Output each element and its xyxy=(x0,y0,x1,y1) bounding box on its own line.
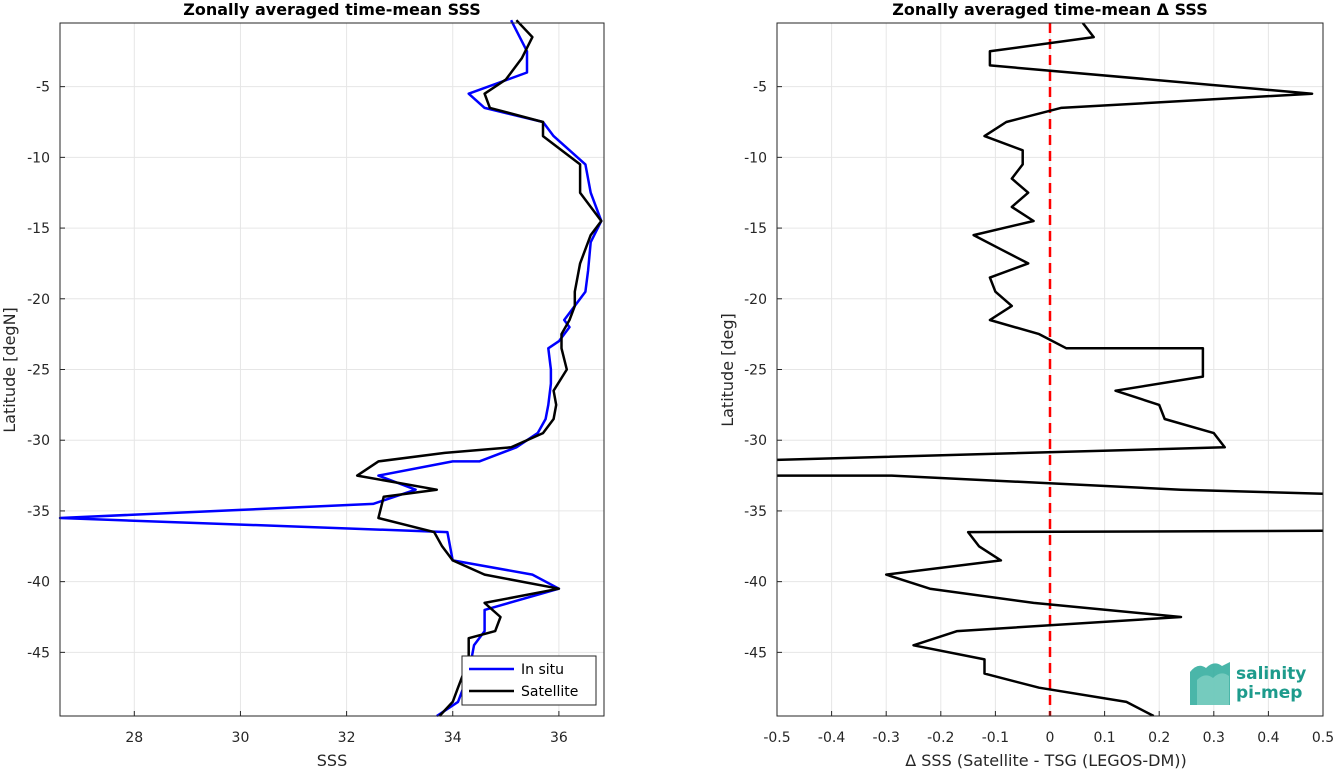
y-tick-label: -45 xyxy=(27,645,50,661)
y-tick-label: -10 xyxy=(27,150,50,166)
panel-delta-sss: Zonally averaged time-mean Δ SSS -0.5 -0.… xyxy=(718,0,1334,769)
series-line-in-situ xyxy=(58,19,603,718)
y-axis-label-delta-sss: Latitude [deg] xyxy=(718,313,737,427)
y-tick-label: -35 xyxy=(744,504,767,520)
legend-label-satellite: Satellite xyxy=(521,684,578,700)
y-tick-label: -30 xyxy=(27,433,50,449)
chart-title-delta-sss: Zonally averaged time-mean Δ SSS xyxy=(892,0,1208,19)
chart-title-sss: Zonally averaged time-mean SSS xyxy=(183,0,481,19)
y-tick-label: -5 xyxy=(753,80,767,96)
series-line-satellite xyxy=(355,19,603,717)
plot-area-sss xyxy=(58,19,603,718)
grid-sss xyxy=(60,23,604,716)
ticks-sss: 28 30 32 34 36 -45 -40 -35 -30 -25 -20 -15 -10 -5 xyxy=(27,80,568,746)
y-tick-label: -20 xyxy=(27,292,50,308)
x-tick-label: 30 xyxy=(232,730,250,746)
y-tick-label: -10 xyxy=(744,150,767,166)
y-tick-label: -30 xyxy=(744,433,767,449)
x-axis-label-sss: SSS xyxy=(317,751,347,769)
ticks-delta-sss: -0.5 -0.4 -0.3 -0.2 -0.1 0 0.1 0.2 0.3 0.4 0.5 -45 -… xyxy=(744,80,1334,746)
x-tick-label: 0.2 xyxy=(1148,730,1170,746)
y-tick-label: -25 xyxy=(744,363,767,379)
x-tick-label: 34 xyxy=(444,730,462,746)
x-tick-label: -0.3 xyxy=(873,730,900,746)
x-axis-label-delta-sss: Δ SSS (Satellite - TSG (LEGOS-DM)) xyxy=(905,751,1187,769)
x-tick-label: 28 xyxy=(125,730,143,746)
y-tick-label: -15 xyxy=(27,221,50,237)
x-tick-label: -0.1 xyxy=(982,730,1009,746)
salinity-pi-mep-logo: salinity pi-mep xyxy=(1190,662,1306,705)
y-tick-label: -35 xyxy=(27,504,50,520)
x-tick-label: 32 xyxy=(338,730,356,746)
y-axis-label-sss: Latitude [degN] xyxy=(0,307,19,433)
logo-text-line1: salinity xyxy=(1236,664,1306,684)
legend-label-in-situ: In situ xyxy=(521,662,564,678)
x-tick-label: -0.4 xyxy=(818,730,845,746)
y-tick-label: -20 xyxy=(744,292,767,308)
x-tick-label: -0.5 xyxy=(763,730,790,746)
y-tick-label: -40 xyxy=(744,575,767,591)
x-tick-label: 0.1 xyxy=(1093,730,1115,746)
x-tick-label: 0 xyxy=(1046,730,1055,746)
y-tick-label: -40 xyxy=(27,575,50,591)
logo-wave-highlight-icon xyxy=(1197,673,1229,705)
x-tick-label: 36 xyxy=(550,730,568,746)
x-tick-label: 0.4 xyxy=(1257,730,1279,746)
x-tick-label: 0.3 xyxy=(1203,730,1225,746)
y-tick-label: -5 xyxy=(36,80,50,96)
plot-area-delta-sss xyxy=(777,23,1323,716)
legend-box xyxy=(461,655,597,706)
logo-text-line2: pi-mep xyxy=(1236,683,1302,703)
y-tick-label: -15 xyxy=(744,221,767,237)
axes-box-delta-sss xyxy=(776,22,1324,717)
panel-sss: Zonally averaged time-mean SSS 28 30 32 34 3… xyxy=(0,0,605,769)
y-tick-label: -45 xyxy=(744,645,767,661)
legend: In situ Satellite xyxy=(461,655,597,706)
series-line-1-0 xyxy=(777,23,1323,716)
y-tick-label: -25 xyxy=(27,363,50,379)
axes-box-sss xyxy=(59,22,605,717)
x-tick-label: 0.5 xyxy=(1312,730,1334,746)
x-tick-label: -0.2 xyxy=(927,730,954,746)
